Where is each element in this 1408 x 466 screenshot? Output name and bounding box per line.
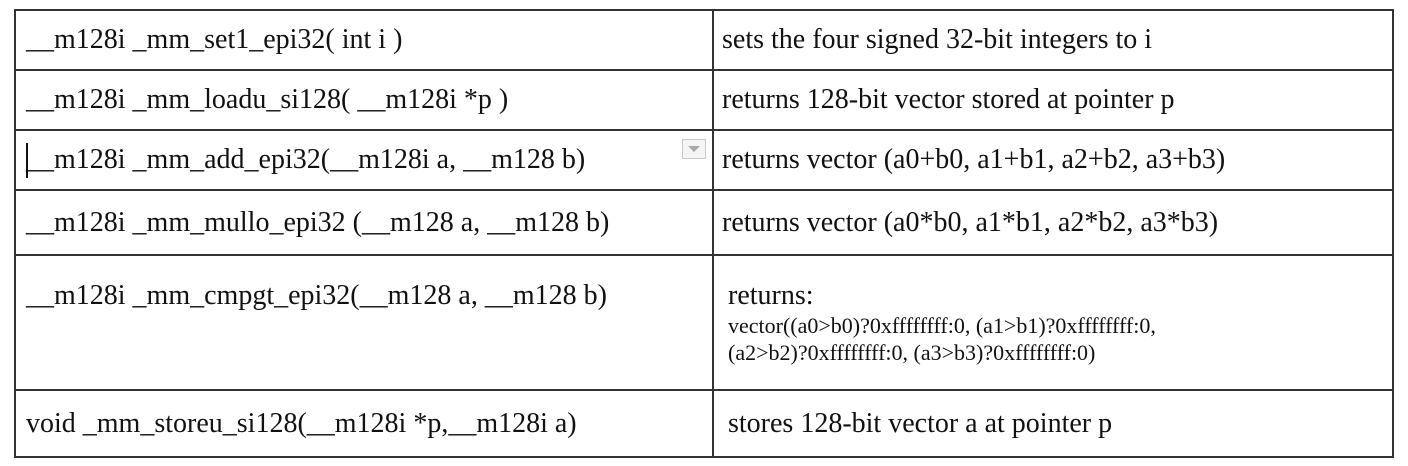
signature-cell[interactable]: __m128i _mm_mullo_epi32 (__m128 a, __m12… [16, 191, 714, 254]
signature-cell[interactable]: void _mm_storeu_si128(__m128i *p,__m128i… [16, 391, 714, 456]
description-text: returns vector (a0+b0, a1+b1, a2+b2, a3+… [722, 144, 1226, 175]
description-block: returns: vector((a0>b0)?0xffffffff:0, (a… [728, 280, 1156, 366]
table-row: void _mm_storeu_si128(__m128i *p,__m128i… [16, 391, 1392, 456]
description-cell[interactable]: sets the four signed 32-bit integers to … [714, 11, 1392, 69]
signature-text: __m128i _mm_mullo_epi32 (__m128 a, __m12… [26, 206, 610, 238]
signature-cell[interactable]: __m128i _mm_add_epi32(__m128i a, __m128 … [16, 131, 714, 189]
intrinsics-table: __m128i _mm_set1_epi32( int i ) sets the… [14, 9, 1394, 458]
signature-text: __m128i _mm_loadu_si128( __m128i *p ) [26, 84, 509, 115]
signature-text: void _mm_storeu_si128(__m128i *p,__m128i… [26, 407, 577, 439]
chevron-down-icon[interactable] [682, 139, 706, 159]
table-row: __m128i _mm_set1_epi32( int i ) sets the… [16, 11, 1392, 71]
table-row: __m128i _mm_add_epi32(__m128i a, __m128 … [16, 131, 1392, 191]
signature-text: __m128i _mm_set1_epi32( int i ) [26, 24, 403, 55]
text-caret [26, 143, 28, 178]
description-cell[interactable]: returns 128-bit vector stored at pointer… [714, 71, 1392, 129]
description-cell[interactable]: returns vector (a0*b0, a1*b1, a2*b2, a3*… [714, 191, 1392, 254]
description-text: returns 128-bit vector stored at pointer… [722, 84, 1175, 115]
description-text: returns vector (a0*b0, a1*b1, a2*b2, a3*… [722, 206, 1219, 238]
table-row: __m128i _mm_cmpgt_epi32(__m128 a, __m128… [16, 256, 1392, 391]
description-text: stores 128-bit vector a at pointer p [728, 407, 1113, 439]
description-detail-line: vector((a0>b0)?0xffffffff:0, (a1>b1)?0xf… [728, 312, 1156, 338]
description-cell[interactable]: returns vector (a0+b0, a1+b1, a2+b2, a3+… [714, 131, 1392, 189]
signature-cell[interactable]: __m128i _mm_loadu_si128( __m128i *p ) [16, 71, 714, 129]
signature-text: __m128i _mm_cmpgt_epi32(__m128 a, __m128… [26, 280, 607, 311]
description-text: sets the four signed 32-bit integers to … [722, 24, 1153, 55]
signature-cell[interactable]: __m128i _mm_cmpgt_epi32(__m128 a, __m128… [16, 256, 714, 389]
chevron-down-icon-glyph [688, 146, 700, 152]
description-text: returns: [728, 279, 814, 311]
table-row: __m128i _mm_loadu_si128( __m128i *p ) re… [16, 71, 1392, 131]
description-cell[interactable]: stores 128-bit vector a at pointer p [714, 391, 1392, 456]
signature-cell[interactable]: __m128i _mm_set1_epi32( int i ) [16, 11, 714, 69]
description-cell[interactable]: returns: vector((a0>b0)?0xffffffff:0, (a… [714, 256, 1392, 389]
signature-text: __m128i _mm_add_epi32(__m128i a, __m128 … [26, 144, 586, 175]
table-row: __m128i _mm_mullo_epi32 (__m128 a, __m12… [16, 191, 1392, 256]
description-detail-line: (a2>b2)?0xffffffff:0, (a3>b3)?0xffffffff… [728, 339, 1096, 365]
